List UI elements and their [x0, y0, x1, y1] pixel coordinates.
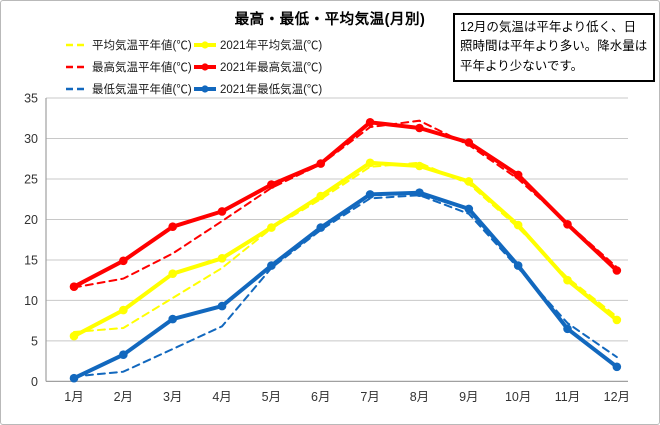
- x-tick-label: 8月: [410, 390, 429, 404]
- legend-label: 2021年最高気温(℃): [220, 62, 323, 74]
- annotation-box: 12月の気温は平年より低く、日照時間は平年より多い。降水量は平年より少ないです。: [453, 13, 655, 83]
- chart-legend: 平均気温平年値(℃) 2021年平均気温(℃) 最高気温平年値(℃) 2021年最高気…: [65, 34, 322, 100]
- legend-item: 2021年最低気温(℃): [193, 81, 322, 97]
- data-point-marker: [168, 269, 177, 279]
- data-point-marker: [513, 261, 523, 270]
- data-point-marker: [563, 324, 572, 334]
- legend-dashed-line-icon: [66, 87, 88, 91]
- chart-title: 最高・最低・平均気温(月別): [234, 12, 426, 28]
- data-point-marker: [119, 350, 128, 360]
- x-tick-label: 5月: [262, 390, 281, 404]
- data-point-marker: [69, 282, 79, 292]
- legend-label: 最低気温平年値(℃): [92, 84, 192, 96]
- data-point-marker: [513, 170, 523, 180]
- data-point-marker: [69, 331, 79, 341]
- data-point-marker: [119, 256, 128, 266]
- y-tick-label: 20: [24, 213, 38, 227]
- data-point-marker: [168, 222, 177, 231]
- legend-solid-line-icon: [194, 41, 216, 49]
- x-tick-label: 6月: [311, 390, 330, 404]
- data-point-marker: [612, 315, 622, 325]
- data-point-marker: [563, 275, 572, 285]
- data-point-marker: [267, 261, 276, 270]
- legend-solid-line-icon: [194, 85, 216, 93]
- data-point-marker: [316, 223, 326, 232]
- legend-label: 最高気温平年値(℃): [92, 62, 192, 74]
- data-point-marker: [217, 253, 227, 263]
- x-tick-label: 11月: [555, 390, 580, 404]
- legend-item: 最高気温平年値(℃): [65, 59, 193, 75]
- data-point-marker: [415, 161, 424, 171]
- data-point-marker: [69, 373, 79, 383]
- legend-item: 2021年最高気温(℃): [193, 59, 322, 75]
- series-line-dashed: [73, 119, 618, 289]
- y-tick-label: 30: [24, 132, 38, 146]
- legend-label: 2021年平均気温(℃): [220, 40, 323, 52]
- annotation-text: 12月の気温は平年より低く、日照時間は平年より多い。降水量は平年より少ないです。: [460, 20, 648, 73]
- y-tick-label: 25: [24, 172, 38, 186]
- y-tick-label: 15: [24, 253, 38, 267]
- data-point-marker: [612, 266, 622, 275]
- data-point-marker: [267, 223, 276, 232]
- series-line-solid: [72, 120, 619, 289]
- data-point-marker: [612, 362, 622, 372]
- y-tick-label: 0: [31, 375, 38, 389]
- series-line-dashed: [73, 161, 618, 333]
- data-point-marker: [365, 190, 375, 199]
- legend-dashed-line-icon: [66, 65, 88, 69]
- data-point-marker: [464, 177, 474, 186]
- data-point-marker: [217, 301, 227, 311]
- x-tick-label: 7月: [360, 390, 379, 404]
- x-tick-label: 4月: [212, 390, 231, 404]
- data-point-marker: [316, 159, 326, 168]
- legend-item: 2021年平均気温(℃): [193, 37, 322, 53]
- data-point-marker: [464, 138, 474, 147]
- data-point-marker: [168, 314, 177, 324]
- legend-label: 2021年最低気温(℃): [220, 84, 323, 96]
- legend-item: 最低気温平年値(℃): [65, 81, 193, 97]
- data-point-marker: [365, 118, 375, 127]
- legend-dashed-line-icon: [66, 43, 88, 47]
- data-point-marker: [365, 158, 375, 168]
- data-point-marker: [119, 305, 128, 315]
- x-tick-label: 9月: [459, 390, 478, 404]
- y-tick-label: 10: [24, 294, 38, 308]
- legend-item: 平均気温平年値(℃): [65, 37, 193, 53]
- series-line-solid: [72, 190, 619, 381]
- data-point-marker: [563, 220, 572, 229]
- data-point-marker: [316, 191, 326, 201]
- x-tick-label: 12月: [604, 390, 630, 404]
- x-tick-label: 10月: [505, 390, 531, 404]
- data-point-marker: [415, 188, 424, 197]
- y-tick-label: 5: [31, 334, 38, 348]
- data-point-marker: [464, 204, 474, 214]
- series-line-solid: [72, 160, 619, 339]
- x-tick-label: 3月: [163, 390, 182, 404]
- legend-solid-line-icon: [194, 63, 216, 71]
- data-point-marker: [217, 207, 227, 216]
- y-tick-label: 35: [24, 92, 38, 106]
- data-point-marker: [513, 220, 523, 230]
- x-tick-label: 2月: [114, 390, 133, 404]
- data-point-marker: [267, 180, 276, 189]
- x-tick-label: 1月: [64, 390, 83, 404]
- data-point-marker: [415, 123, 424, 133]
- legend-label: 平均気温平年値(℃): [92, 40, 192, 52]
